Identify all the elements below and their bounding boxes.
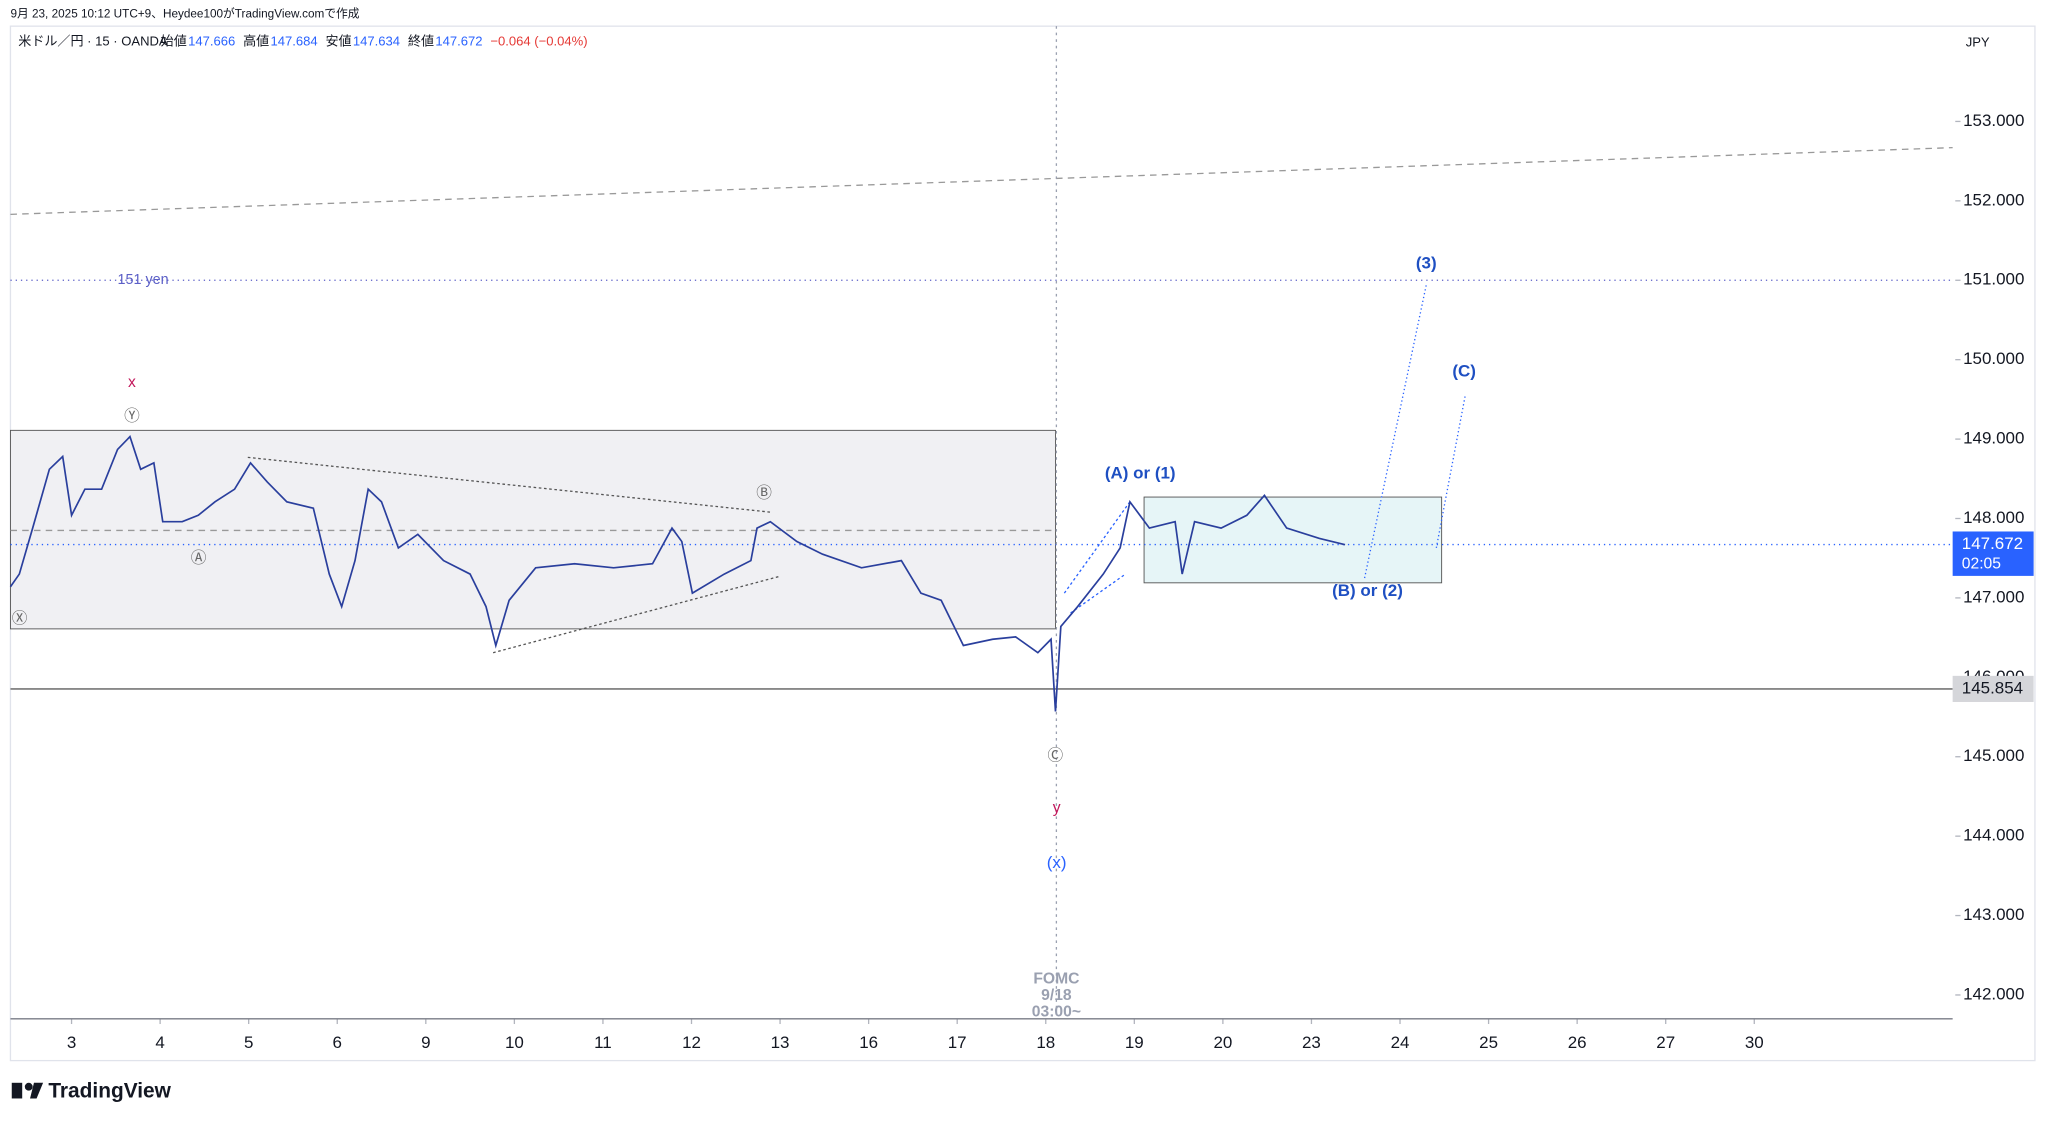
ohlc-value: 147.666 xyxy=(188,33,235,48)
x-tick-label: 23 xyxy=(1302,1033,1321,1052)
x-tick-label: 16 xyxy=(859,1033,878,1052)
ohlc-label: 高値 xyxy=(243,33,269,48)
wave-label: Ⓨ xyxy=(124,407,140,425)
price-tag xyxy=(1952,531,2034,576)
y-tick-label: 149.000 xyxy=(1963,429,2024,448)
wave-label: Ⓒ xyxy=(1048,746,1064,764)
x-tick-label: 24 xyxy=(1391,1033,1410,1052)
y-tick-label: 153.000 xyxy=(1963,111,2024,130)
event-label: 9/18 xyxy=(1041,987,1072,1004)
x-tick-label: 11 xyxy=(594,1033,612,1052)
y-tick-label: 147.000 xyxy=(1963,587,2024,606)
y-tick-label: 144.000 xyxy=(1963,826,2024,845)
price-line xyxy=(9,435,1346,712)
trend-line xyxy=(1363,283,1428,579)
ohlc-value: 147.684 xyxy=(270,33,317,48)
wave-label: Ⓐ xyxy=(191,549,207,567)
x-tick-label: 17 xyxy=(948,1033,967,1052)
x-tick-label: 20 xyxy=(1213,1033,1232,1052)
x-tick-label: 3 xyxy=(67,1033,76,1052)
y-tick-label: 143.000 xyxy=(1963,905,2024,924)
wave-label: x xyxy=(128,374,136,391)
zone-box xyxy=(9,429,1056,630)
wave-label: (3) xyxy=(1416,253,1437,272)
price-tag-label: 147.672 xyxy=(1962,534,2023,553)
y-tick-label: 150.000 xyxy=(1963,349,2024,368)
y-tick-label: 152.000 xyxy=(1963,190,2024,209)
x-tick-label: 19 xyxy=(1125,1033,1144,1052)
x-tick-label: 5 xyxy=(244,1033,253,1052)
x-tick-label: 18 xyxy=(1036,1033,1055,1052)
y-tick-label: 151.000 xyxy=(1963,270,2024,289)
zone-box xyxy=(1143,496,1443,584)
y-tick-label: 148.000 xyxy=(1963,508,2024,527)
price-tag-time: 02:05 xyxy=(1962,555,2001,572)
x-tick-label: 30 xyxy=(1745,1033,1764,1052)
symbol: 米ドル／円 · 15 · OANDA xyxy=(18,33,168,48)
x-tick-label: 25 xyxy=(1479,1033,1498,1052)
y-tick-label: 145.000 xyxy=(1963,746,2024,765)
price-tag xyxy=(1952,675,2034,702)
change: −0.064 (−0.04%) xyxy=(490,33,587,48)
wave-label: (x) xyxy=(1047,853,1067,872)
wave-label: Ⓧ xyxy=(12,609,28,627)
x-tick-label: 4 xyxy=(155,1033,164,1052)
price-tag-label: 145.854 xyxy=(1962,678,2023,697)
x-tick-label: 26 xyxy=(1568,1033,1587,1052)
event-label: 03:00~ xyxy=(1032,1003,1081,1020)
x-tick-label: 13 xyxy=(771,1033,790,1052)
logo xyxy=(11,1082,44,1099)
x-tick-label: 6 xyxy=(333,1033,342,1052)
wave-label: (C) xyxy=(1452,362,1476,381)
ohlc-label: 安値 xyxy=(326,33,352,48)
x-tick-label: 10 xyxy=(505,1033,524,1052)
y-tick-label: 142.000 xyxy=(1963,984,2024,1003)
event-label: FOMC xyxy=(1033,971,1079,988)
x-tick-label: 12 xyxy=(682,1033,701,1052)
header: 9月 23, 2025 10:12 UTC+9、Heydee100がTradin… xyxy=(10,6,359,20)
line-label: 151 yen xyxy=(118,272,169,288)
brand: TradingView xyxy=(48,1079,171,1102)
ohlc-label: 始値 xyxy=(161,33,187,48)
wave-label: y xyxy=(1053,800,1061,817)
trend-line xyxy=(247,456,771,513)
trend-line xyxy=(1435,393,1467,549)
x-tick-label: 27 xyxy=(1656,1033,1675,1052)
ohlc-value: 147.672 xyxy=(435,33,482,48)
ohlc-label: 終値 xyxy=(408,33,434,48)
wave-label: Ⓑ xyxy=(756,484,772,502)
trend-line xyxy=(492,575,780,654)
wave-label: (B) or (2) xyxy=(1332,581,1403,600)
wave-label: (A) or (1) xyxy=(1105,464,1176,483)
trend-line xyxy=(1070,573,1126,614)
currency: JPY xyxy=(1966,35,1990,50)
x-tick-label: 9 xyxy=(421,1033,430,1052)
ohlc-value: 147.634 xyxy=(353,33,400,48)
trend-line xyxy=(10,146,1953,216)
